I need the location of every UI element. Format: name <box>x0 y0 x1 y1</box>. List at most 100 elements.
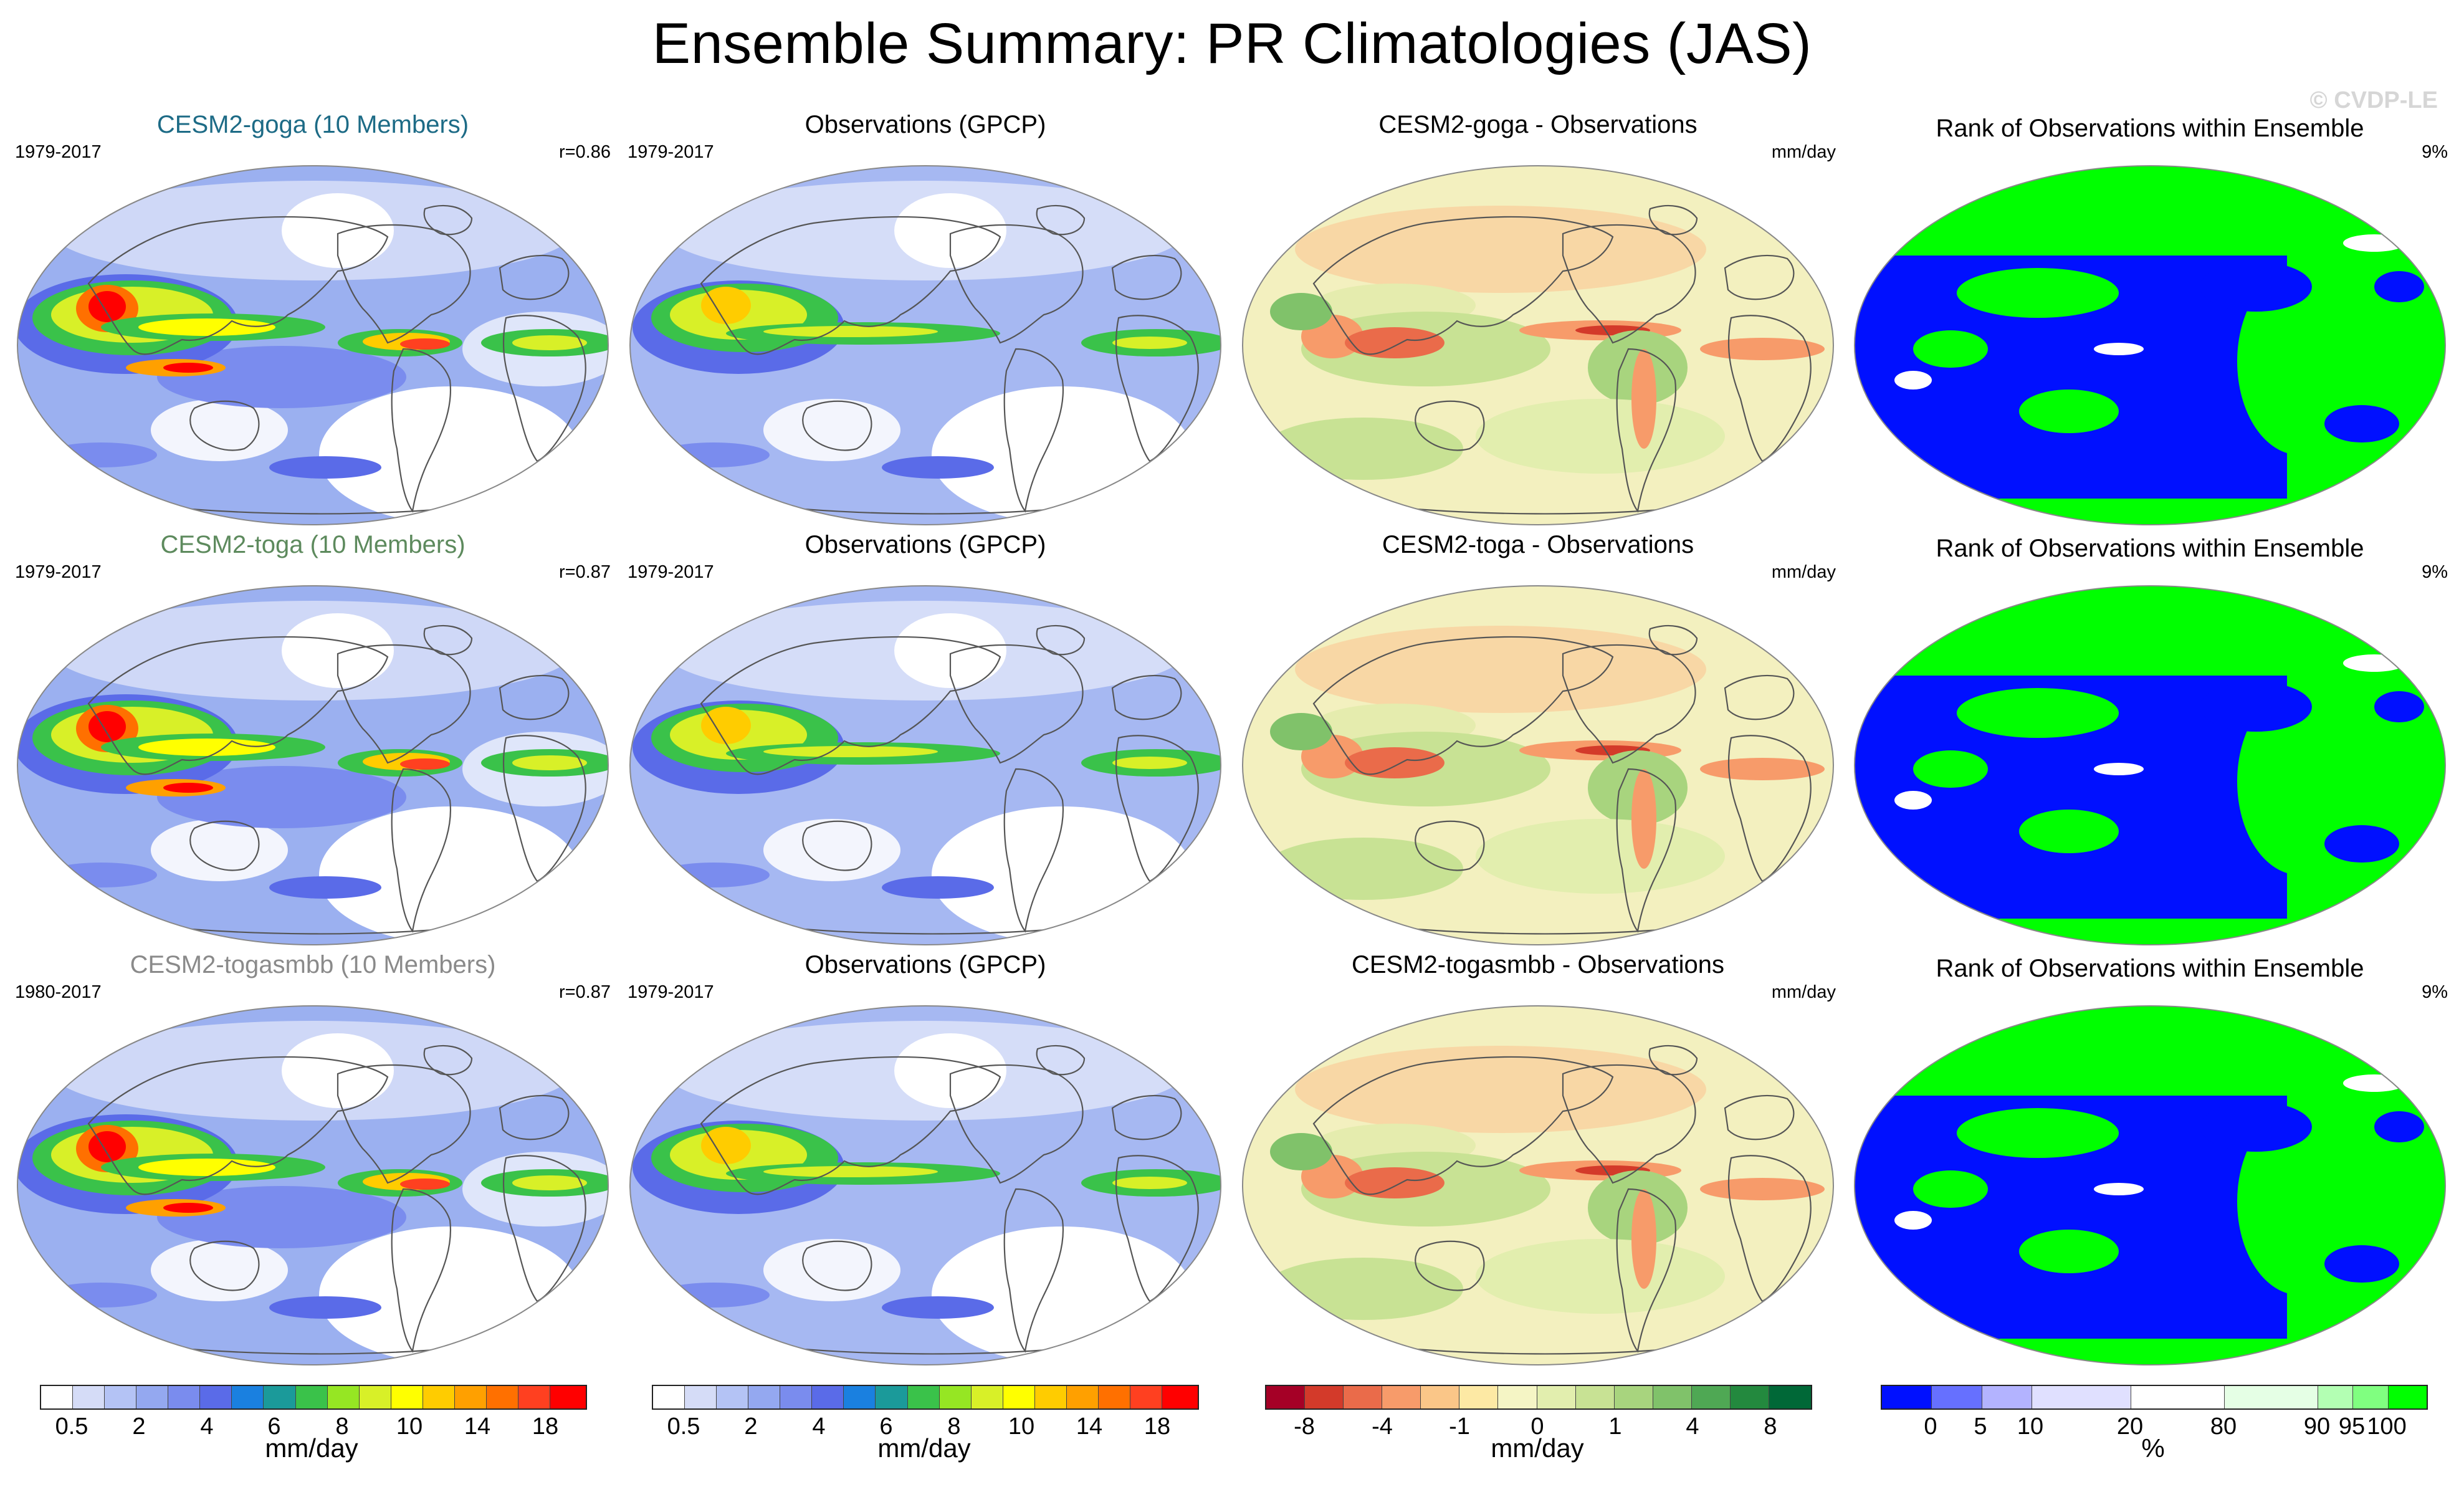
legend-tick: 2 <box>132 1413 146 1440</box>
precip-map <box>629 585 1221 945</box>
panel-row3-diff: CESM2-togasmbb - Observations mm/day <box>1233 951 1843 1375</box>
years-label: 1979-2017 <box>628 142 714 162</box>
units-label: mm/day <box>1771 142 1836 162</box>
color-swatch <box>1459 1386 1498 1408</box>
legend-tick: -4 <box>1372 1413 1393 1440</box>
rank-map <box>1854 165 2446 525</box>
years-label: 1980-2017 <box>15 982 102 1002</box>
panel-row2-rank: Rank of Observations within Ensemble 9% <box>1845 531 2455 955</box>
color-swatch <box>843 1386 876 1408</box>
legend-tick: 10 <box>2017 1413 2044 1440</box>
rank-map <box>1854 1005 2446 1365</box>
precip-map <box>629 165 1221 525</box>
color-swatch <box>1002 1386 1034 1408</box>
precip-map <box>17 165 609 525</box>
color-swatch <box>938 1386 971 1408</box>
correlation-label: r=0.87 <box>558 982 611 1002</box>
legend-tick: 0 <box>1530 1413 1544 1440</box>
color-swatch <box>358 1386 391 1408</box>
panel-title: CESM2-togasmbb (10 Members) <box>130 951 496 978</box>
color-swatch <box>1162 1386 1198 1408</box>
legend-tick: 80 <box>2210 1413 2237 1440</box>
figure-title: Ensemble Summary: PR Climatologies (JAS) <box>652 12 1812 75</box>
legend-tick: 6 <box>879 1413 893 1440</box>
color-swatch <box>875 1386 907 1408</box>
legend-tick: 8 <box>947 1413 961 1440</box>
legend-tick: 1 <box>1608 1413 1622 1440</box>
copyright-watermark: © CVDP-LE <box>2309 87 2438 113</box>
legend-tick: 100 <box>2367 1413 2407 1440</box>
color-swatch <box>1981 1386 2032 1408</box>
color-swatch <box>72 1386 105 1408</box>
panel-title: Observations (GPCP) <box>805 111 1046 138</box>
correlation-label: r=0.86 <box>558 142 611 162</box>
difference-map <box>1242 165 1834 525</box>
percent-label: 9% <box>2422 142 2448 162</box>
color-swatch <box>2352 1386 2388 1408</box>
legend-units: mm/day <box>265 1433 358 1463</box>
legend-tick: 0.5 <box>667 1413 700 1440</box>
legend-tick: 14 <box>464 1413 491 1440</box>
color-swatch <box>1266 1386 1305 1408</box>
color-swatch <box>2131 1386 2224 1408</box>
legend-tick: 14 <box>1076 1413 1103 1440</box>
precip-colorbar-2 <box>652 1385 1199 1410</box>
legend-tick: 8 <box>1764 1413 1777 1440</box>
panel-row3-rank: Rank of Observations within Ensemble 9% <box>1845 951 2455 1375</box>
color-swatch <box>1536 1386 1575 1408</box>
legend-tick: 2 <box>744 1413 758 1440</box>
rank-colorbar <box>1881 1385 2428 1410</box>
years-label: 1979-2017 <box>15 562 102 582</box>
color-swatch <box>1382 1386 1421 1408</box>
color-swatch <box>295 1386 327 1408</box>
legend-tick: 18 <box>532 1413 559 1440</box>
panel-row1-rank: Rank of Observations within Ensemble 9% <box>1845 111 2455 535</box>
legend-tick: 95 <box>2338 1413 2366 1440</box>
precip-map <box>629 1005 1221 1365</box>
legend-tick: 90 <box>2303 1413 2331 1440</box>
units-label: mm/day <box>1771 562 1836 582</box>
panel-row1-diff: CESM2-goga - Observations mm/day <box>1233 111 1843 535</box>
color-swatch <box>485 1386 518 1408</box>
panel-title: CESM2-goga - Observations <box>1378 111 1698 138</box>
color-swatch <box>327 1386 359 1408</box>
color-swatch <box>1343 1386 1382 1408</box>
legend-tick: 8 <box>335 1413 349 1440</box>
legend-tick: 5 <box>1974 1413 1987 1440</box>
legend-tick: 0 <box>1924 1413 1937 1440</box>
color-swatch <box>653 1386 685 1408</box>
panel-title: CESM2-toga - Observations <box>1382 531 1694 558</box>
color-swatch <box>168 1386 200 1408</box>
color-swatch <box>748 1386 780 1408</box>
precip-map <box>17 1005 609 1365</box>
panel-title: CESM2-toga (10 Members) <box>160 531 466 558</box>
color-swatch <box>2387 1386 2427 1408</box>
units-label: mm/day <box>1771 982 1836 1002</box>
legend-tick: 20 <box>2116 1413 2144 1440</box>
color-swatch <box>1652 1386 1691 1408</box>
color-swatch <box>1575 1386 1614 1408</box>
color-swatch <box>1097 1386 1130 1408</box>
color-swatch <box>1420 1386 1459 1408</box>
percent-label: 9% <box>2422 562 2448 582</box>
legend-tick: 4 <box>1686 1413 1699 1440</box>
color-swatch <box>199 1386 232 1408</box>
percent-label: 9% <box>2422 982 2448 1002</box>
color-swatch <box>231 1386 264 1408</box>
correlation-label: r=0.87 <box>558 562 611 582</box>
color-swatch <box>684 1386 717 1408</box>
panel-title: Rank of Observations within Ensemble <box>1936 535 2364 562</box>
precip-map <box>17 585 609 945</box>
color-swatch <box>550 1386 586 1408</box>
color-swatch <box>1304 1386 1344 1408</box>
color-swatch <box>104 1386 136 1408</box>
color-swatch <box>780 1386 812 1408</box>
legend-units: mm/day <box>877 1433 971 1463</box>
panel-title: Observations (GPCP) <box>805 951 1046 978</box>
panel-title: Observations (GPCP) <box>805 531 1046 558</box>
color-swatch <box>1931 1386 1982 1408</box>
panel-title: Rank of Observations within Ensemble <box>1936 955 2364 982</box>
color-swatch <box>1613 1386 1653 1408</box>
years-label: 1979-2017 <box>628 982 714 1002</box>
legend-tick: 4 <box>812 1413 826 1440</box>
